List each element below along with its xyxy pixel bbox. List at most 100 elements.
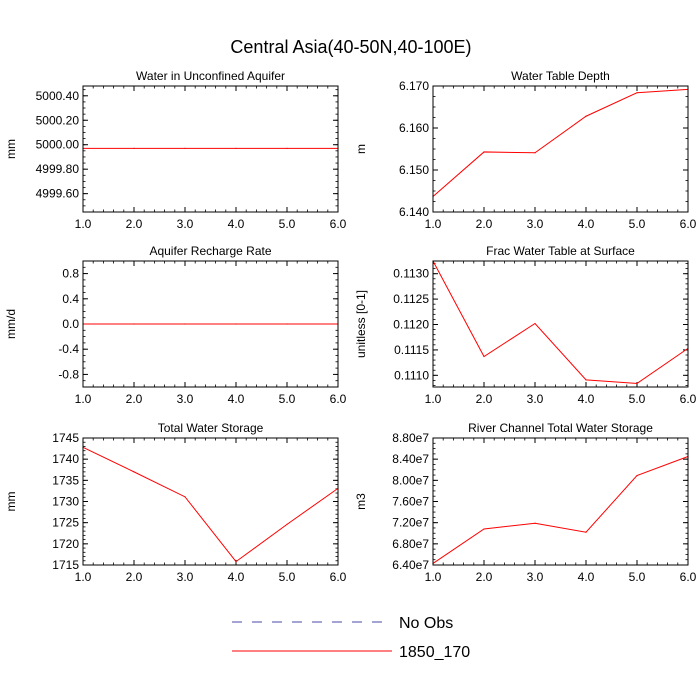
x-tick-label: 5.0	[279, 392, 296, 406]
figure-title: Central Asia(40-50N,40-100E)	[230, 37, 471, 57]
y-tick-label: 0.1115	[394, 343, 429, 357]
panel-2: Water Table Depth m 1.0 2.0 3.0 4.0 5.0 6.0 6.14…	[354, 69, 697, 231]
plot-frame	[432, 85, 689, 213]
legend: No Obs 1850_170	[232, 615, 470, 661]
y-axis-label: m3	[354, 493, 368, 510]
data-point	[585, 531, 587, 533]
y-tick-label: 7.60e7	[392, 495, 429, 509]
y-axis-label: m	[354, 144, 368, 154]
y-tick-label: 6.150	[399, 163, 429, 177]
x-tick-label: 3.0	[527, 392, 544, 406]
data-point	[133, 147, 135, 149]
plot-frame	[432, 437, 689, 566]
x-tick-label: 3.0	[177, 392, 194, 406]
y-tick-label: 6.160	[399, 121, 429, 135]
x-tick-label: 3.0	[177, 570, 194, 584]
y-axis-label: mm	[4, 492, 18, 512]
data-point	[636, 92, 638, 94]
y-tick-label: 8.40e7	[392, 452, 429, 466]
panel-title: Frac Water Table at Surface	[486, 244, 635, 258]
x-tick-label: 6.0	[680, 570, 697, 584]
series-line	[82, 446, 339, 563]
x-tick-label: 4.0	[578, 217, 595, 231]
data-point	[286, 323, 288, 325]
data-point	[636, 474, 638, 477]
panel-title: Water in Unconfined Aquifer	[136, 69, 285, 83]
y-tick-label: 1735	[52, 473, 79, 487]
panel-1: Water in Unconfined Aquifer mm 1.0 2.0 3.0 4.…	[4, 69, 347, 231]
x-tick-label: 2.0	[126, 392, 143, 406]
x-tick-label: 4.0	[228, 392, 245, 406]
data-point	[636, 382, 638, 385]
x-tick-label: 6.0	[330, 570, 347, 584]
plot-frame	[82, 437, 339, 566]
x-tick-label: 3.0	[527, 217, 544, 231]
y-tick-label: 4999.80	[36, 162, 80, 176]
panel-title: Aquifer Recharge Rate	[149, 244, 271, 258]
plot-frame	[432, 260, 689, 388]
x-tick-label: 5.0	[629, 570, 646, 584]
x-tick-label: 3.0	[527, 570, 544, 584]
x-tick-label: 1.0	[75, 392, 92, 406]
y-tick-label: -0.4	[58, 342, 79, 356]
x-tick-label: 1.0	[425, 570, 442, 584]
data-point	[483, 528, 485, 530]
y-tick-label: 1740	[52, 452, 79, 466]
x-tick-label: 2.0	[126, 217, 143, 231]
plot-frame	[82, 260, 339, 388]
y-tick-label: 0.1130	[393, 267, 429, 281]
panels-group: Water in Unconfined Aquifer mm 1.0 2.0 3.0 4.…	[4, 69, 697, 584]
data-point	[286, 147, 288, 149]
x-tick-label: 6.0	[330, 392, 347, 406]
x-tick-label: 6.0	[330, 217, 347, 231]
y-tick-label: 5000.00	[36, 138, 80, 152]
y-tick-label: 6.170	[399, 79, 429, 93]
y-tick-label: 1745	[52, 431, 79, 445]
y-axis-label: unitless [0-1]	[354, 290, 368, 358]
x-tick-label: 4.0	[578, 392, 595, 406]
y-tick-label: 1715	[52, 558, 79, 572]
data-point	[483, 355, 485, 358]
data-point	[133, 323, 135, 325]
y-tick-label: 8.00e7	[392, 473, 429, 487]
y-tick-label: 5000.20	[36, 113, 80, 127]
data-point	[235, 147, 237, 149]
legend-label: No Obs	[399, 615, 453, 632]
data-point	[184, 323, 186, 325]
y-tick-label: 0.1110	[394, 368, 429, 382]
x-tick-label: 4.0	[228, 570, 245, 584]
data-point	[235, 323, 237, 325]
data-point	[585, 379, 587, 381]
y-tick-label: 0.8	[62, 267, 79, 281]
panel-4: Frac Water Table at Surface unitless [0-1…	[354, 244, 697, 406]
x-tick-label: 2.0	[476, 570, 493, 584]
x-tick-label: 6.0	[680, 392, 697, 406]
legend-item: No Obs	[232, 615, 453, 632]
x-tick-label: 6.0	[680, 217, 697, 231]
plot-frame	[82, 85, 339, 213]
y-axis-label: mm/d	[4, 309, 18, 339]
x-tick-label: 4.0	[228, 217, 245, 231]
x-tick-label: 2.0	[476, 392, 493, 406]
data-point	[534, 152, 536, 154]
x-tick-label: 1.0	[425, 217, 442, 231]
panel-title: Total Water Storage	[158, 421, 264, 435]
x-tick-label: 3.0	[177, 217, 194, 231]
y-tick-label: 1725	[52, 516, 79, 530]
x-tick-label: 5.0	[629, 392, 646, 406]
y-tick-label: 6.140	[399, 205, 429, 219]
y-tick-label: 6.80e7	[392, 537, 429, 551]
y-tick-label: -0.8	[58, 367, 79, 381]
y-tick-label: 1720	[52, 537, 79, 551]
data-point	[286, 523, 288, 525]
y-tick-label: 0.1120	[393, 318, 429, 332]
y-tick-label: 6.40e7	[392, 558, 429, 572]
x-tick-label: 4.0	[578, 570, 595, 584]
series-line	[432, 88, 689, 197]
legend-label: 1850_170	[399, 644, 470, 661]
data-point	[585, 115, 587, 117]
data-point	[534, 322, 536, 325]
x-tick-label: 2.0	[476, 217, 493, 231]
y-tick-label: 4999.60	[36, 187, 80, 201]
